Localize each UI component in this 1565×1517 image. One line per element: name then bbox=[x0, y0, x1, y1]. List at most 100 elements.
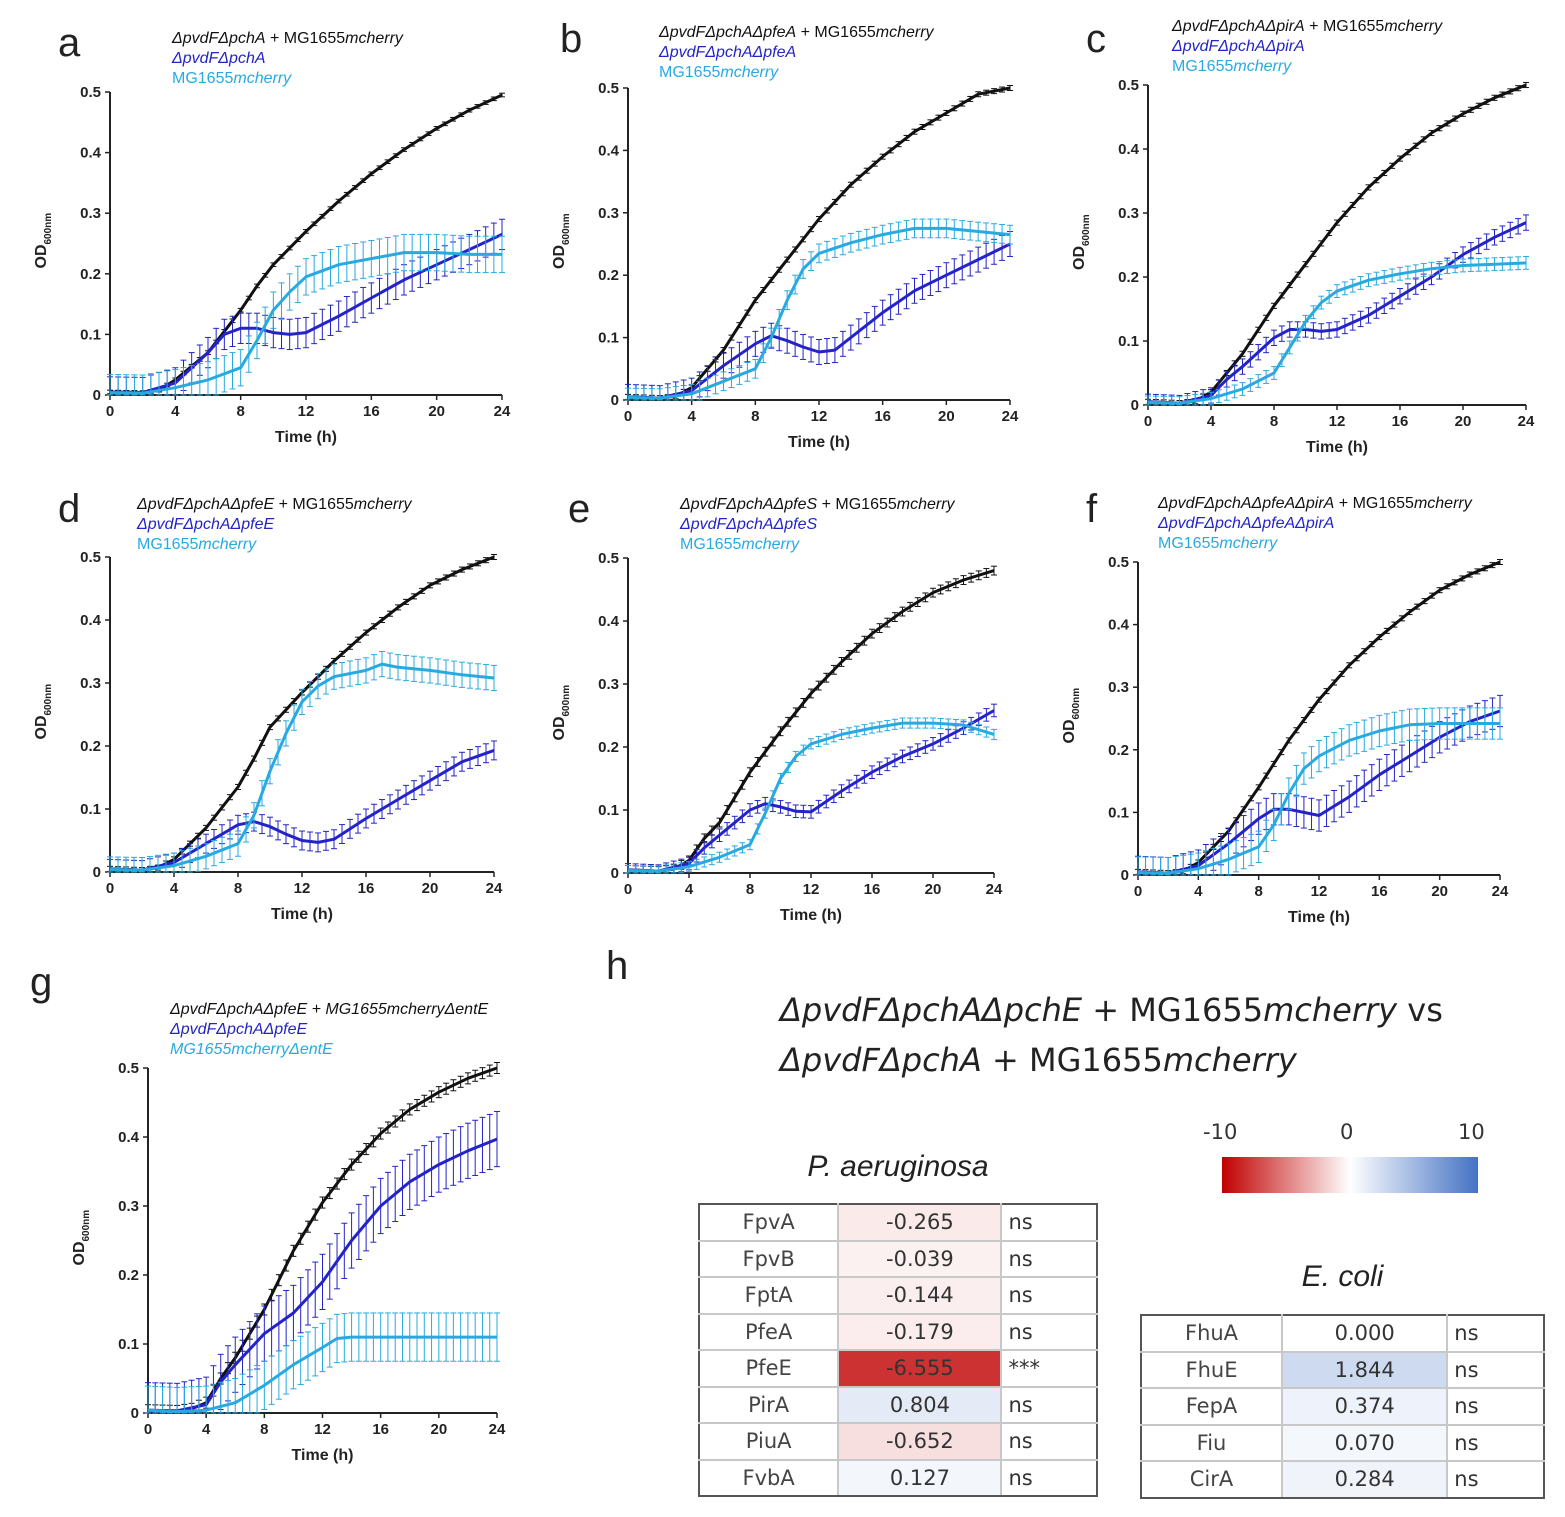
significance: *** bbox=[1000, 1349, 1098, 1388]
x-axis-title: Time (h) bbox=[1306, 439, 1368, 456]
y-tick-label: 0.2 bbox=[1108, 742, 1129, 759]
series-line bbox=[109, 662, 495, 872]
panel-letter-f: f bbox=[1086, 487, 1098, 531]
y-axis-title: OD600nm bbox=[33, 213, 54, 269]
series-line bbox=[1137, 722, 1500, 875]
chart-panel-b: b 0 4 8 12 16 20 24 0 0.1 0.2 0.3 0.4 0.5 Time (h) OD60… bbox=[551, 17, 1019, 451]
legend-entry-3: MG1655mcherry bbox=[172, 70, 292, 87]
chart-panel-c: c 0 4 8 12 16 20 24 0 0.1 0.2 0.3 0.4 0.5 Time (h) OD60… bbox=[1071, 17, 1535, 456]
y-tick-label: 0 bbox=[611, 865, 619, 882]
fold-change-value: -0.144 bbox=[837, 1276, 1003, 1315]
table-row: FvbA 0.127 ns bbox=[697, 1458, 1098, 1497]
x-tick-label: 0 bbox=[144, 1421, 152, 1438]
heatmap-table-e-coli: FhuA 0.000 ns FhuE 1.844 ns FepA 0.374 ns Fiu 0.07… bbox=[1139, 1314, 1545, 1499]
y-tick-label: 0.1 bbox=[118, 1336, 139, 1353]
legend-entry-2: ΔpvdFΔpchAΔpfeS bbox=[679, 516, 817, 533]
comparison-title-line1: ΔpvdFΔpchAΔpchE + MG1655mcherry vs bbox=[780, 991, 1443, 1029]
table-row: FhuE 1.844 ns bbox=[1139, 1350, 1545, 1389]
series-line bbox=[627, 569, 995, 873]
x-axis-title: Time (h) bbox=[292, 1447, 354, 1464]
series-3 bbox=[625, 717, 997, 874]
chart-panel-g: g 0 4 8 12 16 20 24 0 0.1 0.2 0.3 0.4 0.5 Time (h) OD60… bbox=[30, 960, 506, 1464]
comparison-title: ΔpvdFΔpchAΔpchE + MG1655mcherry vs ΔpvdF… bbox=[780, 985, 1443, 1085]
significance: ns bbox=[1000, 1422, 1098, 1461]
chart-panel-e: e 0 4 8 12 16 20 24 0 0.1 0.2 0.3 0.4 0.5 Time (h) OD60… bbox=[551, 487, 1003, 924]
table-row: FptA -0.144 ns bbox=[697, 1276, 1098, 1315]
y-axis-title: OD600nm bbox=[1071, 214, 1092, 270]
x-tick-label: 24 bbox=[1518, 413, 1535, 430]
receptor-name: PfeA bbox=[697, 1312, 840, 1351]
x-tick-label: 8 bbox=[746, 881, 754, 898]
receptor-name: FpvB bbox=[697, 1239, 840, 1278]
receptor-name: PiuA bbox=[697, 1422, 840, 1461]
y-axis-title: OD600nm bbox=[551, 685, 572, 741]
colorbar-min-label: -10 bbox=[1203, 1120, 1238, 1144]
receptor-name: FhuA bbox=[1139, 1314, 1284, 1353]
table-row: FhuA 0.000 ns bbox=[1139, 1314, 1545, 1353]
panel-letter-c: c bbox=[1086, 17, 1106, 61]
panel-letter-a: a bbox=[58, 21, 81, 65]
panel-letter-d: d bbox=[58, 487, 80, 531]
series-line bbox=[627, 226, 1011, 400]
x-tick-label: 16 bbox=[363, 403, 380, 420]
y-tick-label: 0.3 bbox=[1118, 205, 1139, 222]
y-tick-label: 0.5 bbox=[598, 80, 619, 97]
y-tick-label: 0.4 bbox=[598, 142, 620, 159]
x-tick-label: 0 bbox=[106, 403, 114, 420]
y-tick-label: 0.4 bbox=[118, 1129, 140, 1146]
y-tick-label: 0.5 bbox=[80, 84, 101, 101]
series-line bbox=[109, 233, 503, 395]
legend-entry-3: MG1655mcherry bbox=[659, 64, 779, 81]
significance: ns bbox=[1446, 1460, 1545, 1499]
y-tick-label: 0 bbox=[1131, 397, 1139, 414]
x-tick-label: 4 bbox=[1207, 413, 1216, 430]
fold-change-value: -6.555 bbox=[837, 1349, 1003, 1388]
x-axis-title: Time (h) bbox=[780, 907, 842, 924]
legend-entry-2: ΔpvdFΔpchAΔpfeAΔpirA bbox=[1157, 515, 1334, 532]
x-tick-label: 16 bbox=[372, 1421, 389, 1438]
significance: ns bbox=[1446, 1314, 1545, 1353]
receptor-name: FvbA bbox=[697, 1458, 840, 1497]
x-tick-label: 24 bbox=[986, 881, 1003, 898]
y-tick-label: 0 bbox=[93, 387, 101, 404]
y-tick-label: 0.3 bbox=[598, 676, 619, 693]
y-tick-label: 0.1 bbox=[598, 802, 619, 819]
x-tick-label: 12 bbox=[294, 880, 311, 897]
x-tick-label: 4 bbox=[1194, 883, 1203, 900]
fold-change-value: 0.070 bbox=[1281, 1423, 1449, 1462]
x-tick-label: 8 bbox=[1270, 413, 1278, 430]
y-axis-title: OD600nm bbox=[71, 1210, 92, 1266]
receptor-name: PfeE bbox=[697, 1349, 840, 1388]
table-row: PfeA -0.179 ns bbox=[697, 1312, 1098, 1351]
y-tick-label: 0.1 bbox=[1118, 333, 1139, 350]
table-row: PiuA -0.652 ns bbox=[697, 1422, 1098, 1461]
series-1 bbox=[1145, 81, 1529, 406]
significance: ns bbox=[1000, 1458, 1098, 1497]
series-3 bbox=[625, 218, 1013, 401]
y-axis-title: OD600nm bbox=[1061, 688, 1082, 744]
x-tick-label: 24 bbox=[486, 880, 503, 897]
y-tick-label: 0.4 bbox=[598, 613, 620, 630]
fold-change-value: 0.804 bbox=[837, 1385, 1003, 1424]
x-tick-label: 8 bbox=[1254, 883, 1262, 900]
panel-letter-g: g bbox=[30, 960, 52, 1004]
x-tick-label: 0 bbox=[624, 408, 632, 425]
x-tick-label: 20 bbox=[1455, 413, 1472, 430]
y-tick-label: 0 bbox=[1121, 867, 1129, 884]
y-tick-label: 0.1 bbox=[1108, 804, 1129, 821]
x-tick-label: 4 bbox=[170, 880, 179, 897]
series-line bbox=[147, 1137, 498, 1413]
fold-change-value: 0.374 bbox=[1281, 1387, 1449, 1426]
legend-entry-3: MG1655mcherryΔentE bbox=[170, 1041, 333, 1058]
receptor-name: FpvA bbox=[697, 1203, 840, 1242]
y-axis-title: OD600nm bbox=[33, 684, 54, 740]
receptor-name: CirA bbox=[1139, 1460, 1284, 1499]
table-title-p-aeruginosa: P. aeruginosa bbox=[807, 1150, 989, 1183]
y-tick-label: 0.2 bbox=[598, 739, 619, 756]
series-line bbox=[627, 709, 995, 873]
legend-entry-3: MG1655mcherry bbox=[137, 536, 257, 553]
legend-entry-3: MG1655mcherry bbox=[680, 536, 800, 553]
x-tick-label: 20 bbox=[422, 880, 439, 897]
x-tick-label: 12 bbox=[298, 403, 315, 420]
receptor-name: FepA bbox=[1139, 1387, 1284, 1426]
